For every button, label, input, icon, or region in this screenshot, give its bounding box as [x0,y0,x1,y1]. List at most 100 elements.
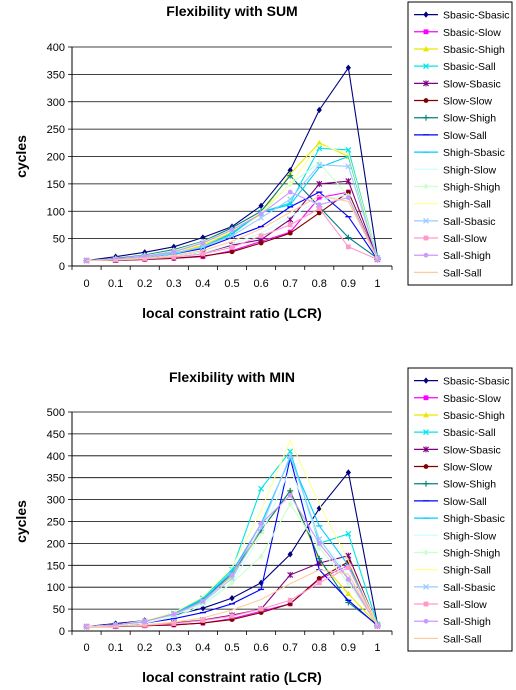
x-tick-label: 0.3 [166,642,181,654]
series-shigh-slow [86,467,378,628]
legend-item: Slow-Sall [414,130,487,142]
data-point [316,161,323,168]
legend-item: Sall-Sall [414,267,482,279]
legend-label: Sall-Shigh [443,616,491,628]
legend-label: Shigh-Sall [443,565,491,577]
data-point [287,452,294,459]
chart-title: Flexibility with SUM [166,3,297,19]
y-tick-label: 150 [47,179,65,191]
data-point [287,597,293,603]
data-point [345,590,352,597]
data-point [229,249,235,255]
legend-label: Slow-Shigh [443,479,496,491]
legend-item: Sbasic-Shigh [414,410,505,422]
x-tick-label: 0.2 [137,278,152,290]
x-tick-label: 0.7 [283,642,298,654]
x-tick-label: 0.1 [108,278,123,290]
data-point [287,551,293,558]
x-tick-label: 0.5 [224,278,239,290]
x-tick-label: 1 [374,278,380,290]
legend-label: Shigh-Shigh [443,547,500,559]
data-point [316,544,322,551]
data-point [142,253,148,259]
legend-item: Slow-Shigh [414,479,496,491]
x-tick-label: 0.1 [108,642,123,654]
legend-label: Slow-Shigh [443,113,496,125]
legend-item: Sbasic-Sall [414,427,496,439]
y-tick-label: 200 [47,538,65,550]
chart-title: Flexibility with MIN [169,369,295,385]
y-tick-label: 100 [47,582,65,594]
data-point [316,555,323,562]
x-tick-label: 0.2 [137,642,152,654]
data-point [171,254,177,260]
data-point [171,621,177,626]
data-point [423,235,429,241]
data-point [287,500,293,508]
legend-label: Sall-Sbasic [443,216,496,228]
data-point [287,172,294,179]
data-point [316,180,323,187]
data-point [229,572,235,578]
data-point [287,230,293,236]
data-point [423,395,429,401]
data-point [258,240,264,246]
y-tick-label: 0 [59,261,65,273]
data-point [345,244,351,250]
legend-item: Sall-Slow [414,599,487,611]
legend-item: Sbasic-Sbasic [414,376,510,388]
y-tick-label: 150 [47,560,65,572]
x-tick-label: 0.6 [253,278,268,290]
data-point [200,240,206,246]
y-tick-label: 50 [53,234,65,246]
data-point [287,196,294,203]
data-point [345,469,351,476]
legend-item: Sall-Shigh [414,616,491,628]
data-point [287,166,293,174]
data-point [229,227,235,233]
data-point [423,601,429,607]
data-point [345,234,352,241]
x-tick-label: 0.4 [195,642,210,654]
data-point [316,159,322,167]
legend: Sbasic-Sbasic Sbasic-Slow Sbasic-Shigh Sbas… [407,1,513,286]
data-point [229,232,235,239]
legend-item: Shigh-Sbasic [414,147,505,159]
data-point [345,189,351,195]
legend-label: Sall-Sall [443,267,482,279]
x-tick-label: 0.6 [253,642,268,654]
legend-label: Sall-Sall [443,633,482,645]
legend-label: Sall-Sbasic [443,582,496,594]
data-point [423,29,429,35]
series-sall-sall [86,569,378,628]
data-point [200,234,206,241]
data-point [200,618,206,623]
y-tick-label: 300 [47,97,65,109]
x-axis-label: local constraint ratio (LCR) [142,305,322,321]
x-tick-label: 0 [83,642,89,654]
data-point [345,565,351,570]
x-axis-label: local constraint ratio (LCR) [142,669,322,685]
series-shigh-sall [86,439,379,628]
data-point [345,147,352,153]
y-tick-label: 250 [47,517,65,529]
data-point [287,571,294,578]
legend-label: Slow-Slow [443,462,492,474]
data-point [229,594,235,602]
data-point [423,377,429,384]
legend-label: Sbasic-Sall [443,61,496,73]
data-point [345,576,351,582]
legend-label: Shigh-Slow [443,164,497,176]
data-point [258,553,264,560]
legend-label: Sbasic-Slow [443,27,501,39]
data-point [423,63,429,70]
data-point [316,541,322,546]
x-tick-label: 0.9 [341,278,356,290]
series-sbasic-sbasic [83,469,381,630]
data-point [200,598,206,604]
y-tick-label: 100 [47,206,65,218]
legend-item: Shigh-Sall [414,565,491,577]
data-point [423,114,429,121]
data-point [258,233,264,239]
x-tick-label: 0.5 [224,642,239,654]
